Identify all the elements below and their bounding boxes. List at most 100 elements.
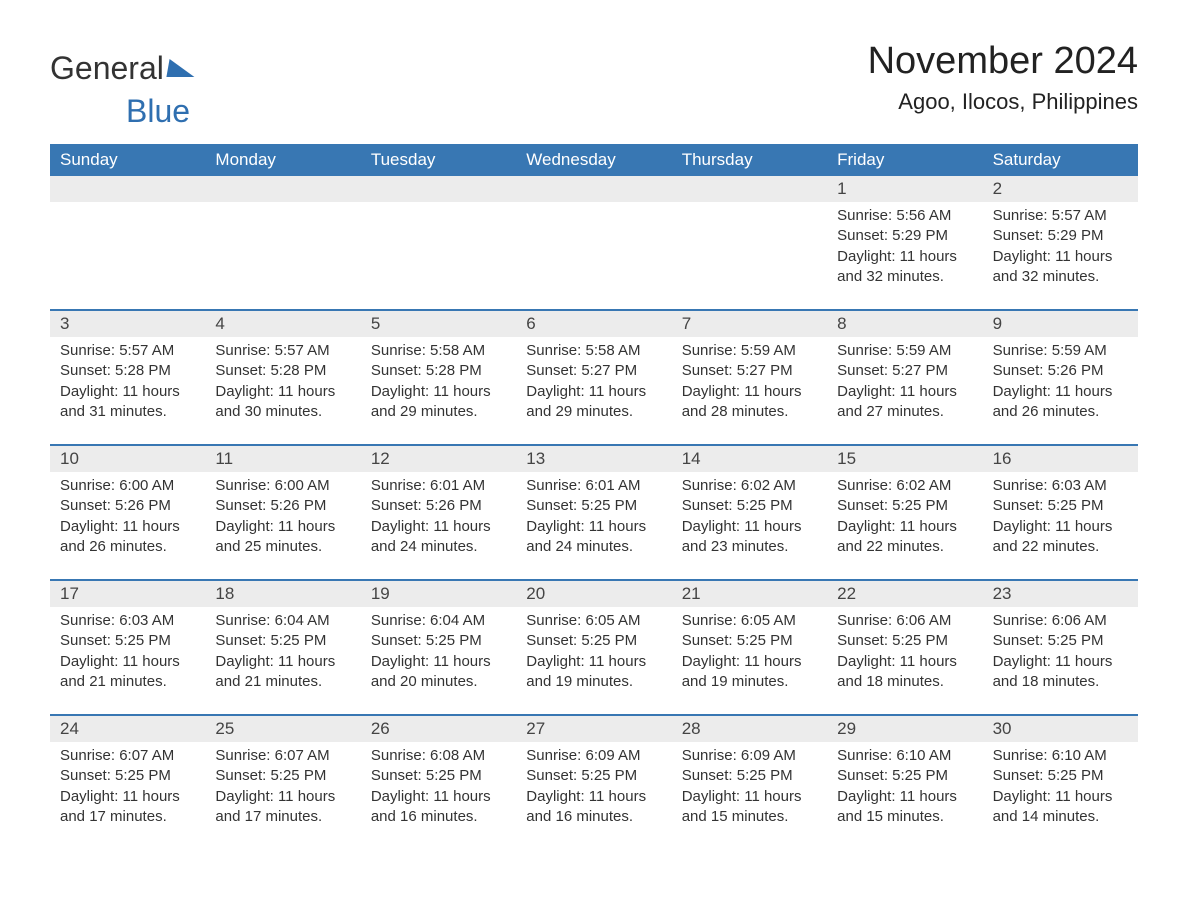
- sunrise-line: Sunrise: 6:08 AM: [371, 746, 506, 766]
- dow-cell: Thursday: [672, 144, 827, 176]
- day-number: 29: [827, 716, 982, 742]
- sunset-line: Sunset: 5:25 PM: [993, 631, 1128, 651]
- sunrise-line: Sunrise: 6:04 AM: [215, 611, 350, 631]
- sunrise-line: Sunrise: 6:07 AM: [60, 746, 195, 766]
- day-number: 28: [672, 716, 827, 742]
- sunrise-line: Sunrise: 6:00 AM: [215, 476, 350, 496]
- daylight-line: Daylight: 11 hours and 24 minutes.: [526, 517, 661, 558]
- day-number: 30: [983, 716, 1138, 742]
- sunrise-line: Sunrise: 5:56 AM: [837, 206, 972, 226]
- daylight-line: Daylight: 11 hours and 16 minutes.: [526, 787, 661, 828]
- sunrise-line: Sunrise: 5:59 AM: [682, 341, 817, 361]
- daylight-line: Daylight: 11 hours and 32 minutes.: [993, 247, 1128, 288]
- sunset-line: Sunset: 5:25 PM: [526, 631, 661, 651]
- daylight-line: Daylight: 11 hours and 18 minutes.: [993, 652, 1128, 693]
- daylight-line: Daylight: 11 hours and 21 minutes.: [215, 652, 350, 693]
- day-cell: Sunrise: 5:59 AMSunset: 5:27 PMDaylight:…: [827, 337, 982, 432]
- day-cell: Sunrise: 6:00 AMSunset: 5:26 PMDaylight:…: [50, 472, 205, 567]
- day-cell: Sunrise: 6:02 AMSunset: 5:25 PMDaylight:…: [672, 472, 827, 567]
- dow-cell: Tuesday: [361, 144, 516, 176]
- week-row: 12Sunrise: 5:56 AMSunset: 5:29 PMDayligh…: [50, 176, 1138, 297]
- sunset-line: Sunset: 5:25 PM: [371, 766, 506, 786]
- sunset-line: Sunset: 5:25 PM: [837, 631, 972, 651]
- day-cell: Sunrise: 6:09 AMSunset: 5:25 PMDaylight:…: [672, 742, 827, 837]
- day-cell: [50, 202, 205, 297]
- week-row: 10111213141516Sunrise: 6:00 AMSunset: 5:…: [50, 444, 1138, 567]
- title-block: November 2024 Agoo, Ilocos, Philippines: [868, 40, 1138, 115]
- day-number: 17: [50, 581, 205, 607]
- sunrise-line: Sunrise: 6:02 AM: [682, 476, 817, 496]
- sunrise-line: Sunrise: 6:10 AM: [993, 746, 1128, 766]
- sunset-line: Sunset: 5:29 PM: [993, 226, 1128, 246]
- day-cell: Sunrise: 5:57 AMSunset: 5:29 PMDaylight:…: [983, 202, 1138, 297]
- sail-icon: [166, 59, 197, 77]
- sunrise-line: Sunrise: 5:57 AM: [215, 341, 350, 361]
- day-cell: [361, 202, 516, 297]
- day-cell: Sunrise: 5:58 AMSunset: 5:27 PMDaylight:…: [516, 337, 671, 432]
- day-number: 11: [205, 446, 360, 472]
- daylight-line: Daylight: 11 hours and 22 minutes.: [993, 517, 1128, 558]
- sunrise-line: Sunrise: 6:00 AM: [60, 476, 195, 496]
- day-cell: [205, 202, 360, 297]
- day-number: 23: [983, 581, 1138, 607]
- daylight-line: Daylight: 11 hours and 21 minutes.: [60, 652, 195, 693]
- sunset-line: Sunset: 5:28 PM: [215, 361, 350, 381]
- sunrise-line: Sunrise: 6:02 AM: [837, 476, 972, 496]
- day-number: 3: [50, 311, 205, 337]
- daynum-band: 12: [50, 176, 1138, 202]
- day-cell: Sunrise: 6:03 AMSunset: 5:25 PMDaylight:…: [983, 472, 1138, 567]
- sunrise-line: Sunrise: 6:01 AM: [526, 476, 661, 496]
- sunset-line: Sunset: 5:28 PM: [60, 361, 195, 381]
- day-number: [205, 176, 360, 202]
- daylight-line: Daylight: 11 hours and 19 minutes.: [682, 652, 817, 693]
- day-number: 8: [827, 311, 982, 337]
- daylight-line: Daylight: 11 hours and 17 minutes.: [215, 787, 350, 828]
- sunrise-line: Sunrise: 6:03 AM: [60, 611, 195, 631]
- daylight-line: Daylight: 11 hours and 32 minutes.: [837, 247, 972, 288]
- day-cell: Sunrise: 6:01 AMSunset: 5:26 PMDaylight:…: [361, 472, 516, 567]
- day-number: 16: [983, 446, 1138, 472]
- sunset-line: Sunset: 5:25 PM: [526, 496, 661, 516]
- day-cell: Sunrise: 6:08 AMSunset: 5:25 PMDaylight:…: [361, 742, 516, 837]
- sunrise-line: Sunrise: 6:04 AM: [371, 611, 506, 631]
- day-cell: Sunrise: 5:58 AMSunset: 5:28 PMDaylight:…: [361, 337, 516, 432]
- day-cell: Sunrise: 6:03 AMSunset: 5:25 PMDaylight:…: [50, 607, 205, 702]
- day-number: 25: [205, 716, 360, 742]
- sunset-line: Sunset: 5:25 PM: [215, 766, 350, 786]
- sunset-line: Sunset: 5:26 PM: [215, 496, 350, 516]
- daylight-line: Daylight: 11 hours and 18 minutes.: [837, 652, 972, 693]
- day-number: 14: [672, 446, 827, 472]
- day-cell: Sunrise: 6:00 AMSunset: 5:26 PMDaylight:…: [205, 472, 360, 567]
- day-number: 6: [516, 311, 671, 337]
- daylight-line: Daylight: 11 hours and 26 minutes.: [60, 517, 195, 558]
- month-title: November 2024: [868, 40, 1138, 83]
- day-number: 26: [361, 716, 516, 742]
- day-number: 2: [983, 176, 1138, 202]
- day-number: 21: [672, 581, 827, 607]
- sunset-line: Sunset: 5:25 PM: [60, 631, 195, 651]
- daylight-line: Daylight: 11 hours and 15 minutes.: [837, 787, 972, 828]
- day-number: 10: [50, 446, 205, 472]
- sunset-line: Sunset: 5:27 PM: [682, 361, 817, 381]
- sunrise-line: Sunrise: 6:03 AM: [993, 476, 1128, 496]
- day-of-week-header: SundayMondayTuesdayWednesdayThursdayFrid…: [50, 144, 1138, 176]
- day-number: 13: [516, 446, 671, 472]
- sunrise-line: Sunrise: 5:59 AM: [837, 341, 972, 361]
- daylight-line: Daylight: 11 hours and 16 minutes.: [371, 787, 506, 828]
- weeks-container: 12Sunrise: 5:56 AMSunset: 5:29 PMDayligh…: [50, 176, 1138, 837]
- daylight-line: Daylight: 11 hours and 23 minutes.: [682, 517, 817, 558]
- day-number: [361, 176, 516, 202]
- sunset-line: Sunset: 5:27 PM: [526, 361, 661, 381]
- day-number: 19: [361, 581, 516, 607]
- daylight-line: Daylight: 11 hours and 14 minutes.: [993, 787, 1128, 828]
- sunset-line: Sunset: 5:25 PM: [682, 766, 817, 786]
- day-number: 12: [361, 446, 516, 472]
- sunset-line: Sunset: 5:25 PM: [371, 631, 506, 651]
- sunrise-line: Sunrise: 5:58 AM: [526, 341, 661, 361]
- sunset-line: Sunset: 5:25 PM: [682, 631, 817, 651]
- day-cell: Sunrise: 6:07 AMSunset: 5:25 PMDaylight:…: [50, 742, 205, 837]
- sunset-line: Sunset: 5:25 PM: [837, 496, 972, 516]
- week-row: 3456789Sunrise: 5:57 AMSunset: 5:28 PMDa…: [50, 309, 1138, 432]
- calendar: SundayMondayTuesdayWednesdayThursdayFrid…: [50, 144, 1138, 837]
- sunset-line: Sunset: 5:25 PM: [993, 496, 1128, 516]
